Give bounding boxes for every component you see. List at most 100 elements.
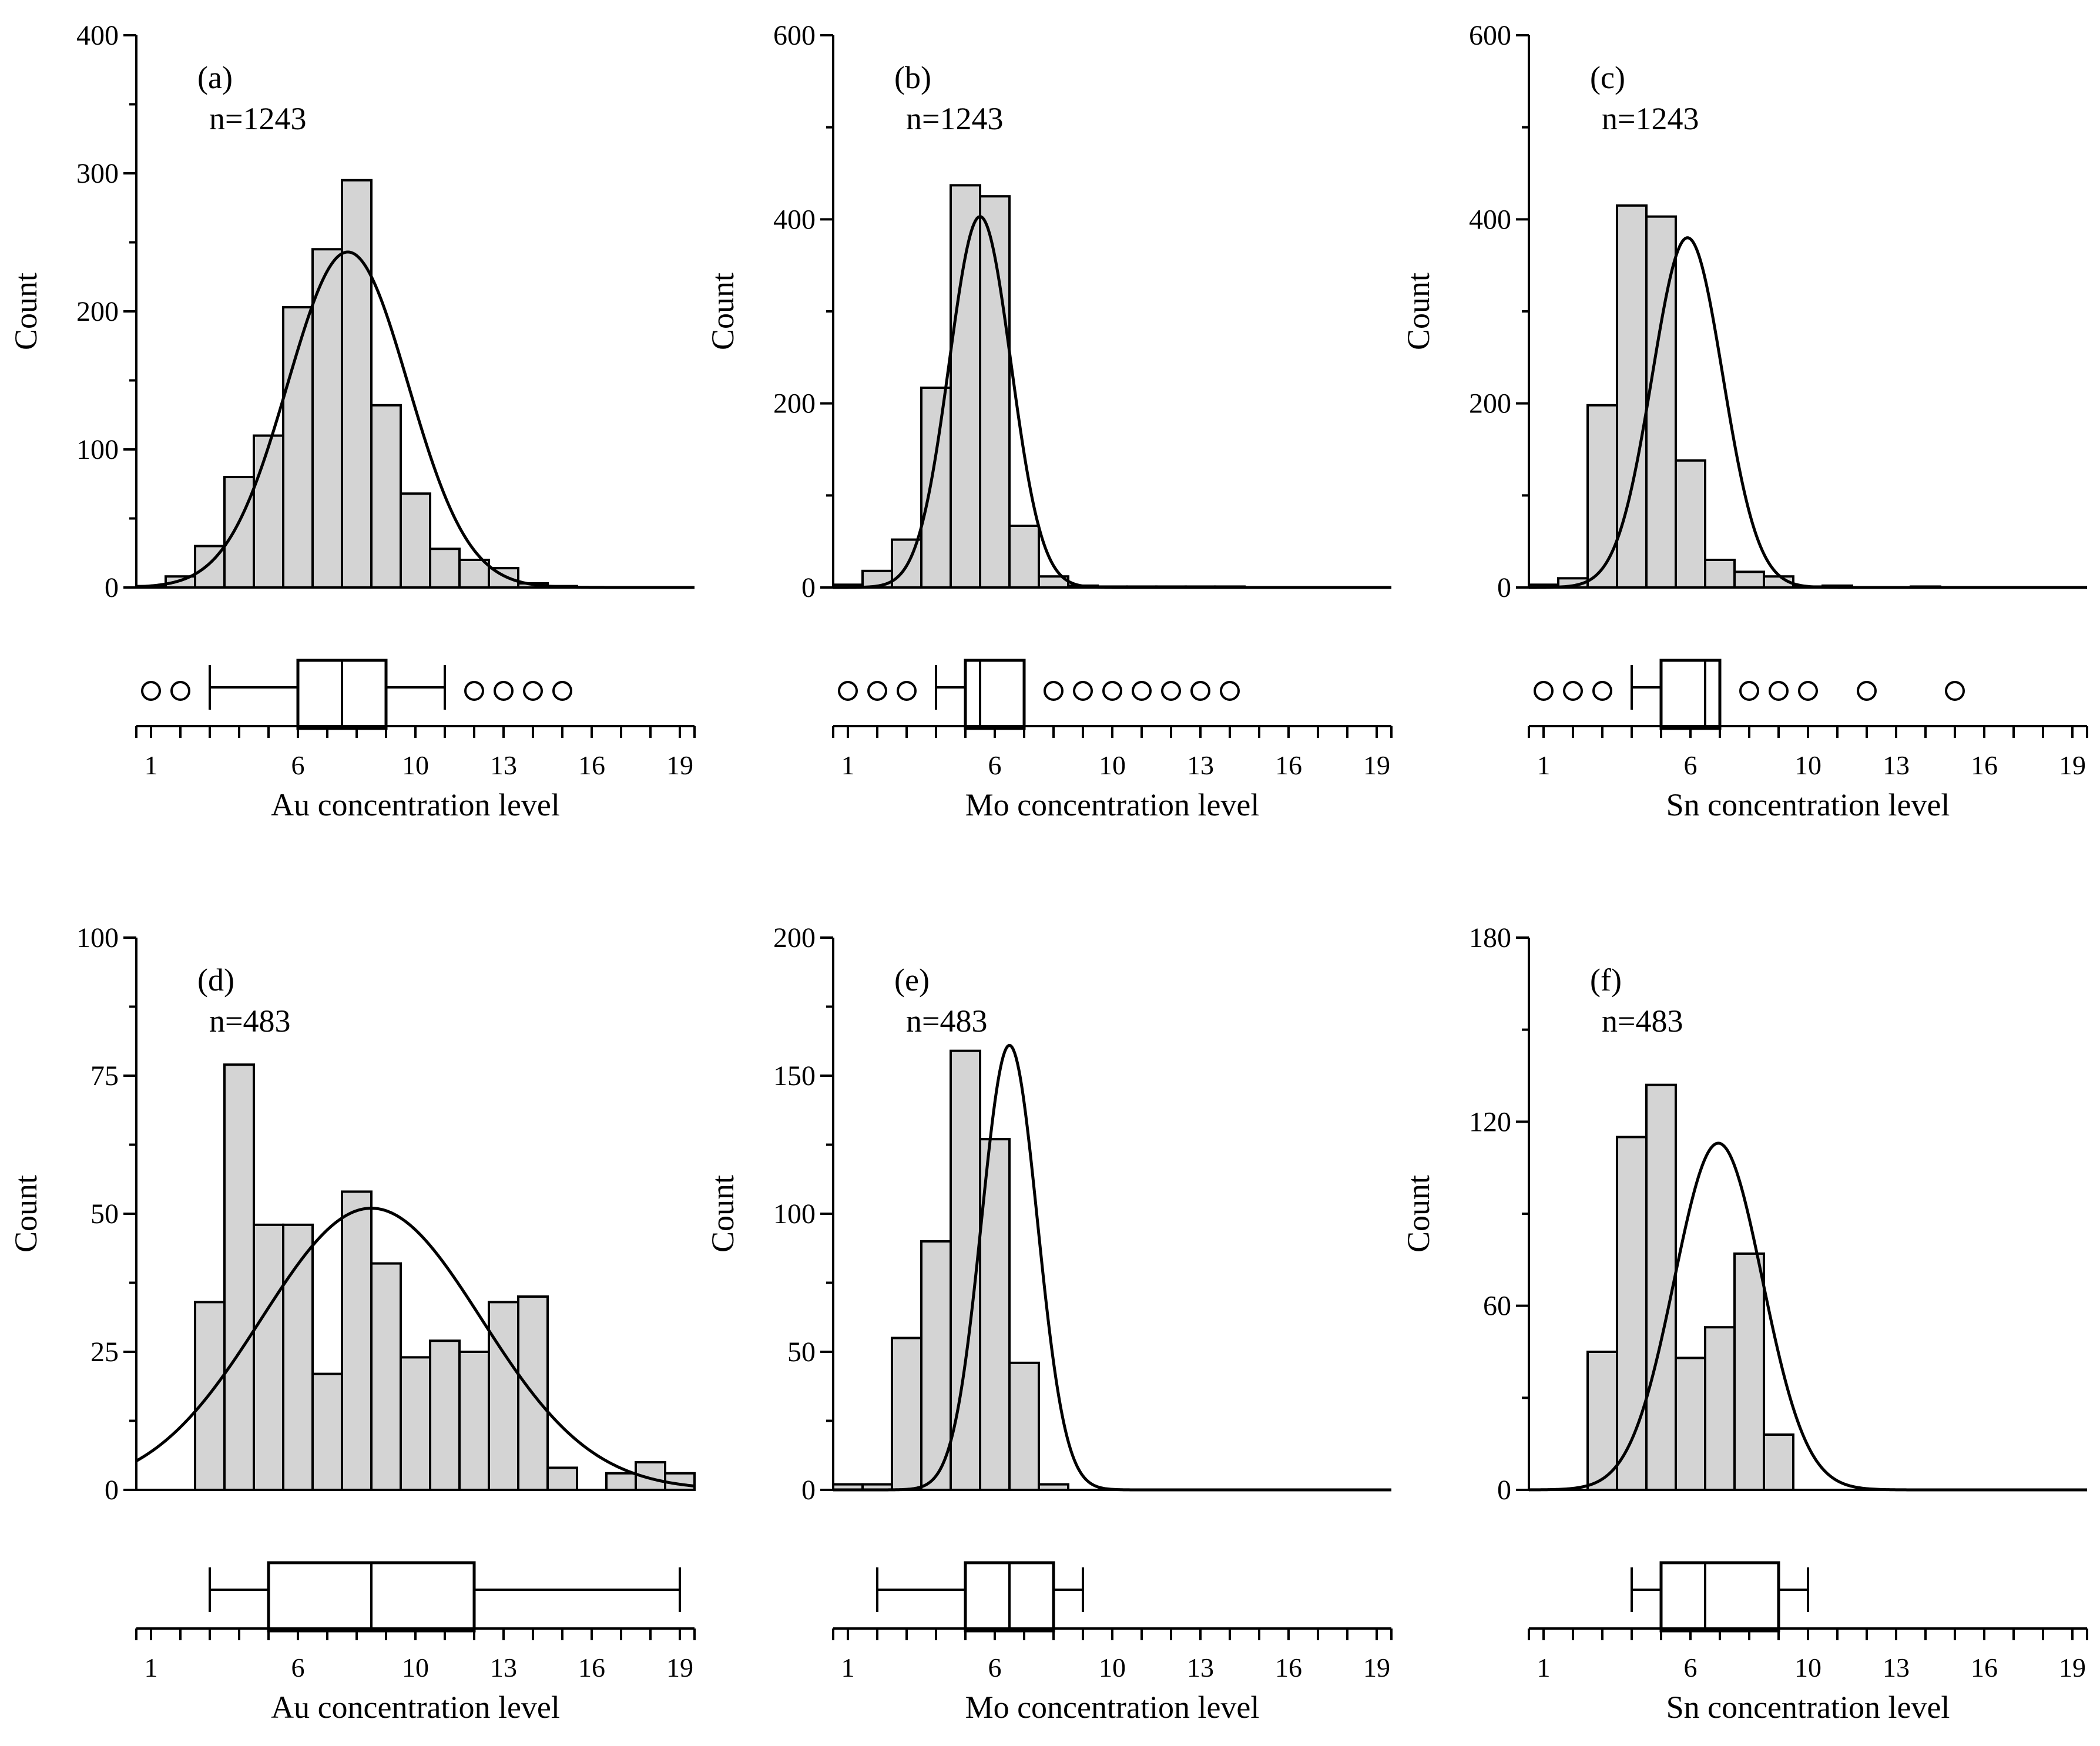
boxplot-outlier (1945, 681, 1965, 701)
x-tick-label: 13 (1187, 1653, 1214, 1683)
x-tick-label: 6 (1684, 750, 1698, 780)
boxplot-outlier (1769, 681, 1789, 701)
y-tick-label: 60 (1483, 1291, 1511, 1322)
x-tick-label: 16 (1275, 750, 1302, 780)
histogram-bar (891, 1337, 922, 1491)
x-tick-label: 10 (1794, 1653, 1821, 1683)
histogram-bar (223, 476, 255, 589)
x-tick-label: 1 (1537, 750, 1551, 780)
x-axis-title: Au concentration level (271, 1690, 560, 1725)
x-tick-label: 16 (578, 1653, 605, 1683)
y-tick-label: 0 (105, 572, 119, 603)
x-tick-label: 10 (1794, 750, 1821, 780)
x-tick-label: 1 (841, 1653, 855, 1683)
boxplot-outlier (1161, 681, 1181, 701)
histogram-bar (1008, 525, 1040, 589)
boxplot-outlier (552, 681, 572, 701)
boxplot-outlier (1044, 681, 1064, 701)
y-axis-title: Count (8, 1175, 43, 1253)
boxplot-outlier (1190, 681, 1210, 701)
histogram-bar (1645, 1083, 1677, 1491)
y-tick-label: 200 (773, 922, 816, 953)
boxplot-outlier (1592, 681, 1612, 701)
boxplot-outlier (1102, 681, 1122, 701)
histogram-bar (400, 492, 431, 589)
y-axis-title: Count (1401, 1175, 1436, 1253)
y-tick-label: 200 (773, 388, 816, 419)
histogram-bar (1733, 570, 1765, 589)
y-tick-label: 120 (1469, 1106, 1511, 1137)
histogram-bar (1704, 1326, 1736, 1491)
y-tick-label: 0 (1497, 1475, 1511, 1506)
y-tick-label: 50 (90, 1198, 119, 1230)
histogram-bar (1704, 559, 1736, 589)
x-tick-label: 19 (666, 1653, 693, 1683)
x-tick-label: 1 (1537, 1653, 1551, 1683)
x-tick-label: 13 (1187, 750, 1214, 780)
histogram-bar (920, 387, 952, 589)
panel-label: (f) (1590, 962, 1622, 998)
boxplot-outlier (897, 681, 917, 701)
y-tick-label: 50 (787, 1337, 816, 1368)
y-tick-label: 600 (773, 20, 816, 51)
x-tick-label: 6 (988, 750, 1002, 780)
y-tick-label: 600 (1469, 20, 1511, 51)
y-tick-label: 300 (76, 158, 119, 189)
boxplot-outlier (1739, 681, 1759, 701)
x-tick-label: 16 (1971, 750, 1998, 780)
x-tick-label: 13 (490, 750, 517, 780)
y-tick-label: 0 (105, 1475, 119, 1506)
boxplot-outlier (170, 681, 190, 701)
boxplot-box (1659, 1561, 1780, 1633)
sample-size-label: n=483 (1602, 1003, 1683, 1039)
x-tick-label: 16 (1275, 1653, 1302, 1683)
sample-size-label: n=1243 (906, 101, 1003, 136)
boxplot-outlier (838, 681, 858, 701)
sample-size-label: n=1243 (1602, 101, 1699, 136)
x-tick-label: 6 (291, 750, 305, 780)
histogram-bar (341, 179, 373, 589)
boxplot-box (964, 659, 1026, 730)
y-tick-label: 200 (1469, 388, 1511, 419)
x-tick-label: 6 (988, 1653, 1002, 1683)
boxplot-outlier (1534, 681, 1554, 701)
histogram-bar (370, 404, 402, 589)
panel-label: (c) (1590, 60, 1625, 95)
x-tick-label: 10 (402, 750, 429, 780)
sample-size-label: n=483 (906, 1003, 987, 1039)
x-tick-label: 16 (578, 750, 605, 780)
x-tick-label: 10 (1099, 750, 1126, 780)
histogram-bar (370, 1262, 402, 1492)
histogram-bar (311, 248, 343, 589)
x-tick-label: 19 (1363, 750, 1390, 780)
sample-size-label: n=1243 (209, 101, 306, 136)
panel-label: (a) (197, 60, 233, 95)
histogram-bar (1763, 1433, 1794, 1491)
y-tick-label: 400 (1469, 204, 1511, 235)
boxplot-outlier (464, 681, 484, 701)
histogram-bar (429, 1339, 461, 1491)
x-axis-title: Au concentration level (271, 787, 560, 822)
histogram-bar (429, 548, 461, 589)
x-axis-title: Sn concentration level (1666, 787, 1950, 822)
histogram-bar (223, 1063, 255, 1491)
x-tick-label: 13 (1883, 750, 1910, 780)
x-tick-label: 19 (666, 750, 693, 780)
x-tick-label: 6 (291, 1653, 305, 1683)
x-tick-label: 13 (490, 1653, 517, 1683)
histogram-bar (253, 1223, 284, 1492)
boxplot-outlier (494, 681, 514, 701)
histogram-bar (1008, 1361, 1040, 1492)
y-axis-title: Count (705, 1175, 740, 1253)
y-tick-label: 0 (801, 1475, 816, 1506)
x-axis-title: Mo concentration level (965, 787, 1260, 822)
x-tick-label: 6 (1684, 1653, 1698, 1683)
y-axis-title: Count (8, 273, 43, 350)
y-tick-label: 100 (773, 1198, 816, 1230)
histogram-bar (341, 1190, 373, 1492)
x-tick-label: 19 (1363, 1653, 1390, 1683)
histogram-bar (400, 1356, 431, 1491)
